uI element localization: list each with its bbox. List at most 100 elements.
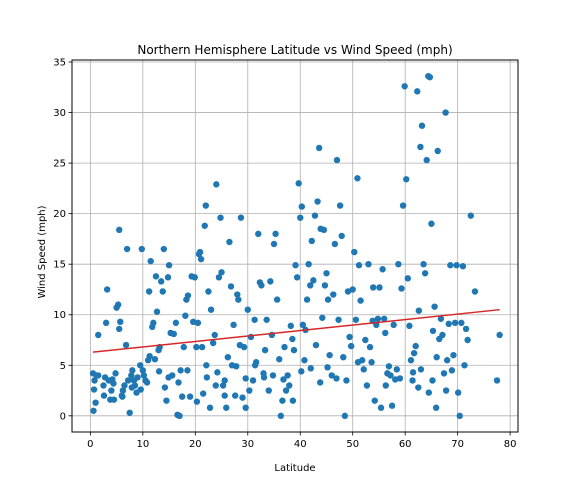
data-point <box>150 319 157 327</box>
data-point <box>429 327 437 335</box>
y-tick-label: 35 <box>53 58 66 69</box>
data-point <box>92 399 99 406</box>
data-point <box>423 156 430 164</box>
data-point <box>230 321 237 329</box>
data-point <box>242 375 249 382</box>
data-point <box>226 238 233 246</box>
data-point <box>265 387 272 394</box>
data-point <box>321 282 329 289</box>
data-point <box>180 343 187 351</box>
data-point <box>191 274 198 281</box>
y-tick-label: 15 <box>53 260 66 271</box>
data-point <box>355 262 363 269</box>
x-tick-label: 40 <box>294 439 307 450</box>
data-point <box>338 232 345 240</box>
data-point <box>293 274 301 281</box>
data-point <box>447 262 454 269</box>
data-point <box>122 341 130 349</box>
data-point <box>324 364 331 371</box>
data-point <box>289 397 297 404</box>
data-point <box>114 301 122 308</box>
data-point <box>360 366 367 373</box>
data-point <box>261 346 269 354</box>
data-point <box>197 255 205 263</box>
data-point <box>407 357 415 364</box>
data-point <box>323 270 330 277</box>
data-point <box>126 409 133 416</box>
data-point <box>369 284 377 291</box>
data-point <box>214 369 221 376</box>
data-point <box>147 257 154 265</box>
data-point <box>420 260 427 268</box>
data-point <box>286 382 293 389</box>
data-point <box>352 316 360 323</box>
data-point <box>121 382 128 389</box>
data-point <box>234 291 241 298</box>
x-tick-label: 20 <box>189 439 202 450</box>
data-point <box>119 387 127 394</box>
data-point <box>272 230 279 238</box>
data-point <box>310 277 317 284</box>
data-point <box>196 248 204 256</box>
data-point <box>471 288 479 295</box>
data-point <box>281 343 288 351</box>
data-point <box>289 335 296 343</box>
data-point <box>102 319 110 327</box>
data-point <box>340 353 347 361</box>
data-point <box>442 109 449 116</box>
data-point <box>184 367 191 374</box>
data-point <box>287 322 295 330</box>
data-point <box>409 369 417 376</box>
data-point <box>239 394 246 401</box>
data-point <box>203 374 211 381</box>
data-point <box>95 331 102 339</box>
data-point <box>211 331 218 339</box>
data-point <box>382 382 389 389</box>
data-point <box>178 393 186 400</box>
data-point <box>374 315 382 322</box>
data-point <box>159 288 166 295</box>
data-point <box>307 282 314 289</box>
data-point <box>198 343 206 351</box>
data-point <box>176 412 183 420</box>
data-point <box>315 144 323 152</box>
data-point <box>387 372 394 379</box>
y-tick-label: 20 <box>53 209 66 220</box>
data-point <box>366 343 374 351</box>
data-point <box>184 292 192 299</box>
data-point <box>443 357 451 364</box>
data-point <box>206 404 214 411</box>
data-point <box>450 351 457 359</box>
data-point <box>432 404 440 411</box>
data-point <box>186 393 194 400</box>
y-tick-label: 5 <box>60 361 66 372</box>
data-point <box>90 407 97 414</box>
data-point <box>418 122 426 129</box>
data-point <box>440 370 448 377</box>
data-point <box>282 387 290 394</box>
data-point <box>201 222 208 229</box>
data-point <box>399 202 407 209</box>
data-point <box>346 333 353 341</box>
data-point <box>165 262 173 269</box>
data-point <box>333 156 341 164</box>
data-point <box>415 307 423 314</box>
data-point <box>308 237 315 245</box>
data-point <box>421 270 429 277</box>
data-point <box>110 380 117 387</box>
data-point <box>365 260 372 268</box>
data-point <box>433 353 440 361</box>
data-point <box>412 342 419 350</box>
data-point <box>429 377 436 384</box>
data-point <box>270 240 278 248</box>
data-point <box>453 262 460 269</box>
regression-line-group <box>92 308 500 353</box>
data-point <box>437 315 445 322</box>
data-point <box>116 226 123 234</box>
data-point <box>215 274 223 281</box>
data-point <box>244 306 251 313</box>
y-axis-ticks: 0 5 10 15 20 25 30 35 <box>53 58 72 422</box>
data-point <box>442 387 450 394</box>
data-point <box>129 367 136 374</box>
data-point <box>341 412 349 420</box>
